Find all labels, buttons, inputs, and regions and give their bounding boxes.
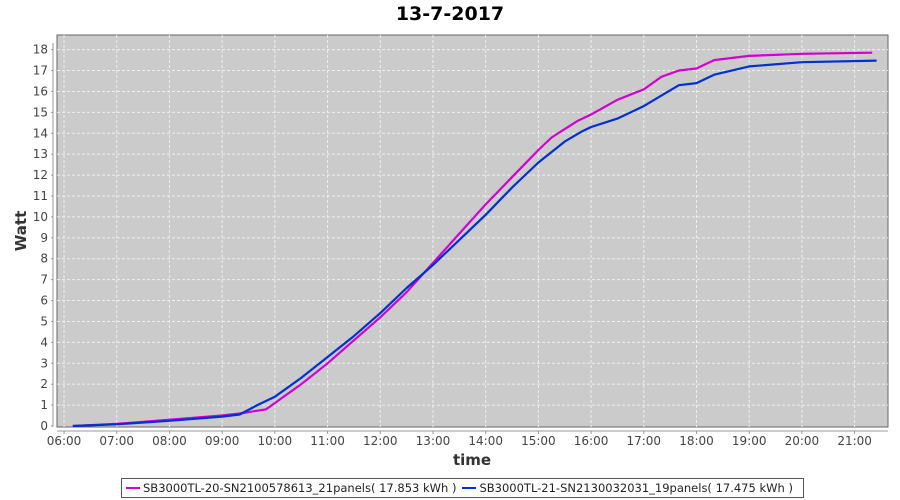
legend-item: SB3000TL-21-SN2130032031_19panels( 17.47… (462, 481, 793, 495)
x-tick-label: 06:00 (47, 434, 82, 448)
y-tick-label: 9 (40, 231, 48, 245)
x-axis-label: time (453, 451, 491, 469)
y-tick-label: 8 (40, 252, 48, 266)
x-tick-label: 18:00 (679, 434, 714, 448)
x-tick-label: 09:00 (205, 434, 240, 448)
x-tick-label: 07:00 (99, 434, 134, 448)
y-axis-label: Watt (12, 211, 30, 251)
legend-item: SB3000TL-20-SN2100578613_21panels( 17.85… (126, 481, 456, 495)
y-tick-label: 18 (33, 43, 48, 57)
y-tick-label: 14 (33, 126, 48, 140)
y-tick-label: 15 (33, 105, 48, 119)
y-tick-label: 17 (33, 64, 48, 78)
legend-label: SB3000TL-21-SN2130032031_19panels( 17.47… (479, 481, 793, 495)
x-tick-label: 17:00 (626, 434, 661, 448)
y-tick-label: 7 (40, 273, 48, 287)
x-tick-label: 10:00 (258, 434, 293, 448)
x-tick-label: 11:00 (310, 434, 345, 448)
series-line-1 (72, 59, 877, 428)
y-tick-label: 2 (40, 377, 48, 391)
legend: SB3000TL-20-SN2100578613_21panels( 17.85… (121, 478, 804, 498)
x-tick-label: 14:00 (468, 434, 503, 448)
x-tick-label: 13:00 (416, 434, 451, 448)
legend-swatch (126, 487, 140, 489)
y-tick-label: 4 (40, 335, 48, 349)
y-tick-label: 16 (33, 84, 48, 98)
y-tick-label: 6 (40, 294, 48, 308)
series-lines (72, 51, 877, 428)
x-tick-label: 08:00 (152, 434, 187, 448)
y-tick-label: 13 (33, 147, 48, 161)
y-tick-label: 11 (33, 189, 48, 203)
x-tick-label: 12:00 (363, 434, 398, 448)
y-tick-label: 12 (33, 168, 48, 182)
legend-label: SB3000TL-20-SN2100578613_21panels( 17.85… (143, 481, 457, 495)
y-tick-label: 1 (40, 398, 48, 412)
legend-swatch (462, 487, 477, 489)
x-tick-label: 21:00 (837, 434, 872, 448)
grid (57, 35, 888, 427)
series-line-0 (72, 51, 873, 428)
y-tick-label: 3 (40, 356, 48, 370)
x-tick-label: 15:00 (521, 434, 556, 448)
y-tick-label: 10 (33, 210, 48, 224)
x-tick-label: 20:00 (785, 434, 820, 448)
y-tick-label: 0 (40, 419, 48, 433)
plot-area (56, 34, 889, 428)
y-tick-label: 5 (40, 314, 48, 328)
chart-title: 13-7-2017 (395, 3, 505, 25)
x-tick-label: 16:00 (574, 434, 609, 448)
x-tick-label: 19:00 (732, 434, 767, 448)
